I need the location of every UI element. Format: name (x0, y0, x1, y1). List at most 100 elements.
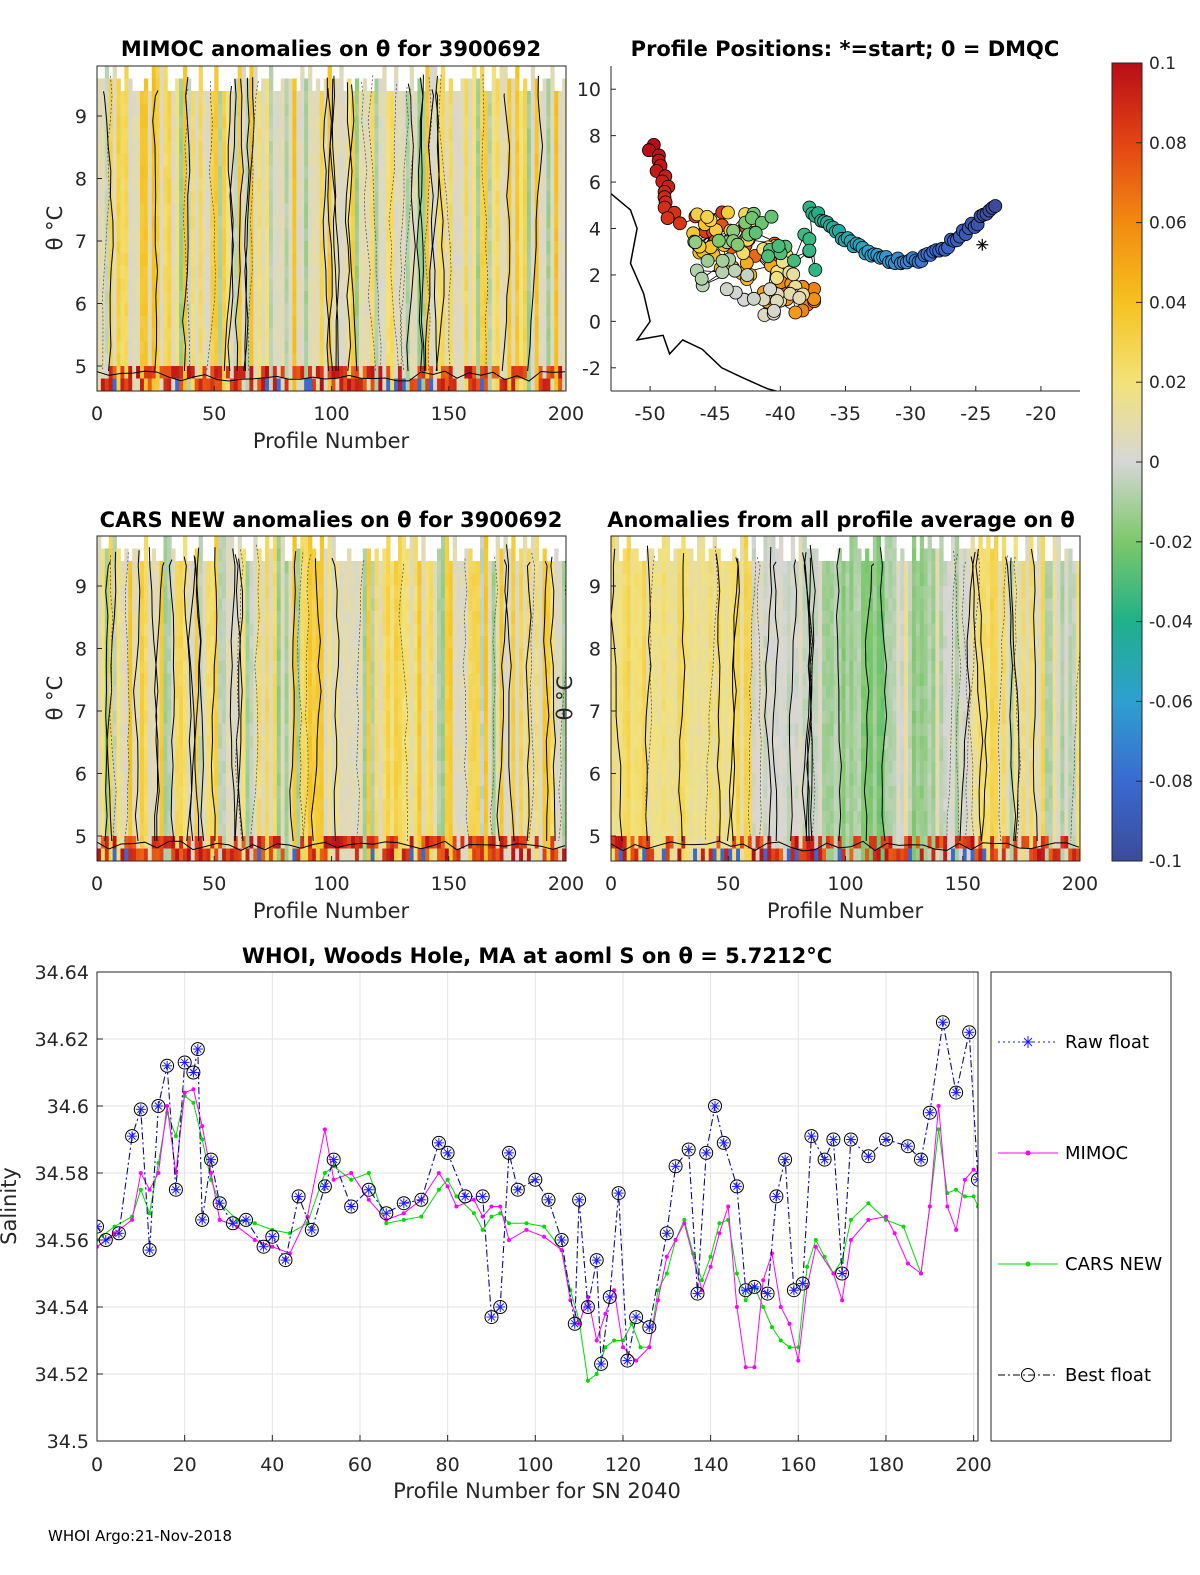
mimoc-cell (288, 141, 293, 154)
mimoc-cell (460, 266, 465, 279)
mimoc-cell (526, 291, 532, 304)
cars-cell (257, 548, 262, 562)
cars-cell (280, 698, 285, 712)
mimoc-cell (437, 228, 442, 242)
mimoc-cell (116, 328, 121, 342)
cars-cell (104, 661, 110, 674)
mimoc-cell (343, 266, 348, 279)
mimoc-cell (468, 178, 473, 192)
mimoc-cell (530, 166, 536, 179)
cars-cell (186, 848, 192, 861)
mimoc-cell (218, 266, 223, 279)
mimoc-cell (261, 228, 266, 242)
cars-cell (351, 623, 356, 637)
mimoc-cell (300, 228, 305, 242)
mimoc-cell (440, 366, 446, 379)
cars-cell (237, 848, 243, 861)
cars-cell (151, 648, 157, 662)
cars-cell (323, 736, 328, 749)
mimoc-cell (233, 303, 239, 317)
mimoc-cell (351, 178, 356, 192)
cars-cell (253, 661, 258, 674)
mimoc-cell (480, 253, 485, 267)
mimoc-cell (370, 291, 375, 304)
mimoc-cell (257, 141, 262, 154)
cars-cell (225, 561, 231, 574)
mimoc-cell (562, 103, 566, 117)
mimoc-cell (249, 303, 254, 317)
mimoc-cell (390, 128, 395, 142)
mimoc-cell (218, 228, 223, 242)
cars-cell (245, 698, 250, 712)
cars-cell (315, 761, 321, 774)
mimoc-cell (460, 353, 465, 367)
mimoc-cell (499, 266, 504, 279)
mimoc-cell (261, 366, 266, 379)
mimoc-cell (323, 216, 328, 229)
mimoc-cell (433, 166, 438, 179)
mimoc-cell (351, 253, 356, 267)
mimoc-cell (210, 216, 215, 229)
mimoc-cell (358, 128, 364, 142)
mimoc-cell (354, 266, 360, 279)
cars-cell (151, 711, 157, 724)
cars-cell (116, 723, 121, 737)
cars-cell (276, 648, 282, 662)
cars-cell (136, 648, 141, 662)
mimoc-cell (370, 103, 375, 117)
cars-cell (261, 648, 266, 662)
mimoc-cell (538, 253, 543, 267)
cars-cell (300, 798, 305, 812)
cars-cell (202, 836, 207, 849)
mimoc-cell (308, 241, 313, 254)
mimoc-cell (97, 291, 102, 304)
mimoc-cell (542, 241, 547, 254)
mimoc-cell (327, 241, 332, 254)
mimoc-cell (179, 291, 184, 304)
cars-cell (97, 536, 102, 549)
mimoc-cell (288, 228, 293, 242)
mimoc-cell (382, 141, 387, 154)
mimoc-cell (186, 241, 192, 254)
cars-cell (311, 773, 317, 787)
mimoc-cell (370, 203, 375, 217)
mimoc-cell (562, 78, 566, 92)
cars-cell (327, 673, 332, 687)
profile-position-marker (700, 253, 715, 268)
mimoc-cell (284, 116, 289, 129)
mimoc-cell (546, 303, 551, 317)
mimoc-cell (190, 128, 196, 142)
cars-cell (198, 761, 203, 774)
cars-cell (241, 648, 246, 662)
mimoc-cell (229, 316, 235, 329)
cars-cell (300, 598, 305, 612)
mimoc-cell (304, 91, 309, 104)
cars-cell (331, 586, 336, 599)
cars-cell (308, 711, 313, 724)
cars-cell (257, 636, 262, 649)
mimoc-cell (370, 191, 375, 204)
cars-cell (229, 698, 235, 712)
cars-cell (108, 636, 114, 649)
mimoc-cell (253, 316, 258, 329)
mimoc-cell (491, 116, 497, 129)
cars-cell (108, 836, 114, 849)
mimoc-cell (370, 241, 375, 254)
cars-cell (253, 598, 258, 612)
mimoc-cell (440, 241, 446, 254)
cars-cell (124, 811, 129, 824)
cars-cell (210, 598, 215, 612)
mimoc-cell (464, 178, 469, 192)
mimoc-cell (241, 291, 246, 304)
mimoc-cell (198, 366, 203, 379)
mimoc-cell (124, 328, 129, 342)
cars-cell (186, 723, 192, 737)
mimoc-cell (429, 153, 434, 167)
cars-cell (276, 673, 282, 687)
mimoc-cell (534, 366, 540, 379)
cars-cell (179, 623, 184, 637)
mimoc-cell (394, 141, 399, 154)
cars-cell (354, 636, 360, 649)
mimoc-cell (136, 166, 141, 179)
mimoc-cell (261, 203, 266, 217)
